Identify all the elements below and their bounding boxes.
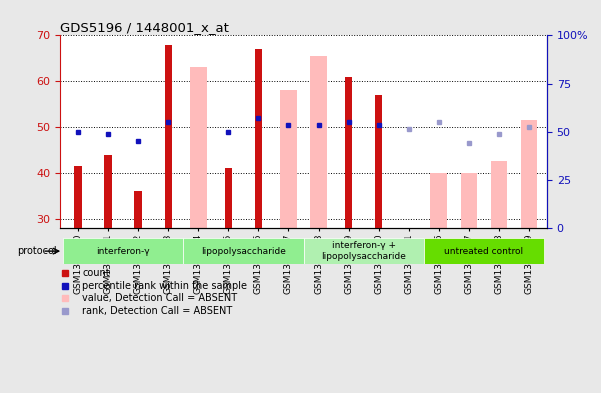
- Text: value, Detection Call = ABSENT: value, Detection Call = ABSENT: [82, 294, 237, 303]
- Bar: [135, 191, 142, 228]
- Text: protocol: protocol: [17, 246, 57, 256]
- Text: lipopolysaccharide: lipopolysaccharide: [201, 247, 286, 255]
- Bar: [75, 166, 82, 228]
- Bar: [255, 49, 262, 228]
- Bar: [304, 238, 424, 264]
- Bar: [63, 238, 183, 264]
- Text: rank, Detection Call = ABSENT: rank, Detection Call = ABSENT: [82, 306, 232, 316]
- Text: GDS5196 / 1448001_x_at: GDS5196 / 1448001_x_at: [60, 21, 229, 34]
- Bar: [345, 77, 352, 228]
- Bar: [430, 173, 447, 228]
- Text: interferon-γ +
lipopolysaccharide: interferon-γ + lipopolysaccharide: [321, 241, 406, 261]
- Text: interferon-γ: interferon-γ: [96, 247, 150, 255]
- Bar: [225, 168, 232, 228]
- Text: untreated control: untreated control: [444, 247, 523, 255]
- Bar: [165, 44, 172, 228]
- Bar: [105, 154, 112, 228]
- Bar: [280, 90, 297, 228]
- Bar: [520, 120, 537, 228]
- Bar: [310, 56, 327, 228]
- Bar: [375, 95, 382, 228]
- Bar: [183, 238, 304, 264]
- Text: percentile rank within the sample: percentile rank within the sample: [82, 281, 247, 290]
- Bar: [490, 162, 507, 228]
- Text: count: count: [82, 268, 109, 278]
- Bar: [424, 238, 544, 264]
- Bar: [190, 68, 207, 228]
- Bar: [460, 173, 477, 228]
